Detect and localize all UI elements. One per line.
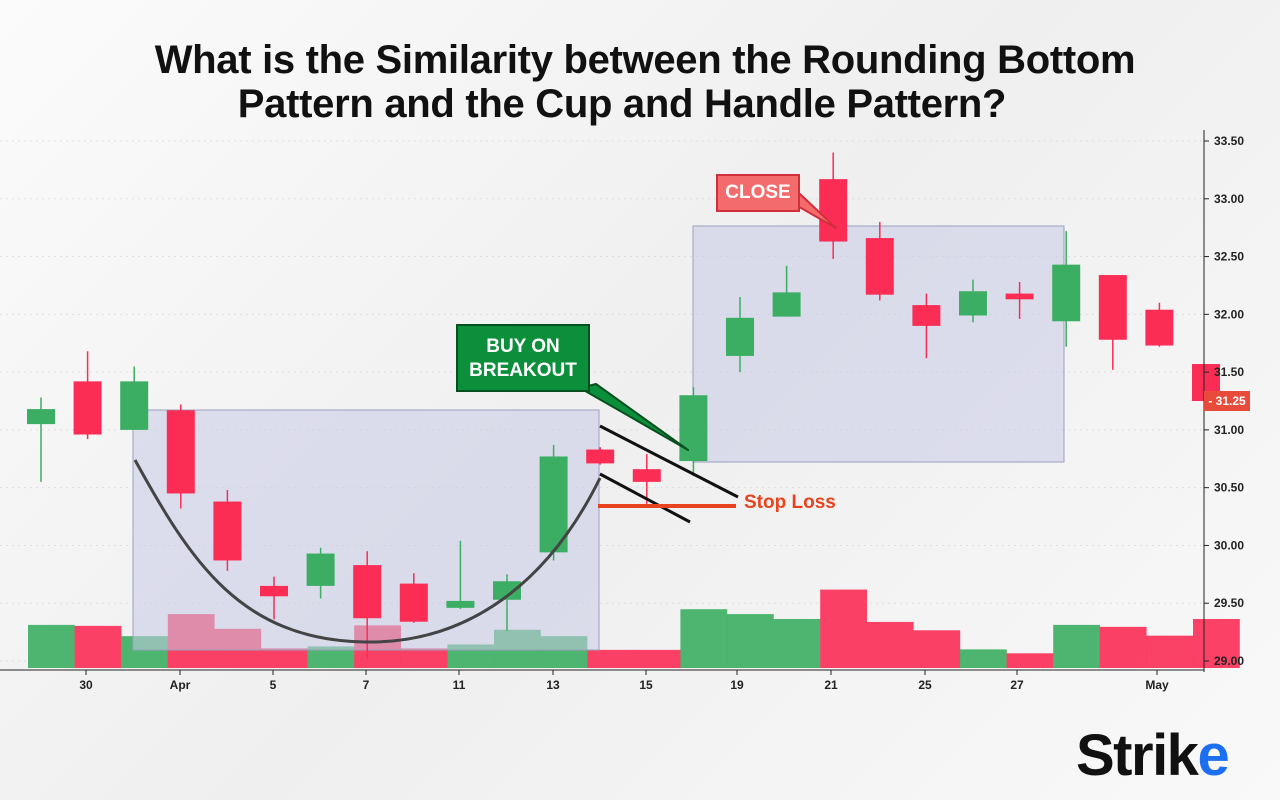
volume-bar — [960, 649, 1007, 668]
close-callout: CLOSE — [716, 174, 800, 212]
volume-bar — [587, 649, 634, 668]
y-axis-ticks: 33.50 33.00 32.50 32.00 31.50 31.00 30.50 30.00… — [1204, 134, 1244, 668]
y-tick-label: 32.00 — [1214, 307, 1244, 321]
candle-body — [260, 585, 288, 597]
candle-body — [213, 501, 242, 561]
buy-callout-line-2: BREAKOUT — [469, 360, 577, 381]
candle-body — [166, 410, 195, 494]
x-tick-label: 13 — [546, 678, 560, 692]
candle-body — [306, 553, 335, 586]
candle-body — [632, 469, 661, 482]
volume-bar — [773, 619, 821, 668]
volume-bar — [727, 614, 774, 668]
title-line-1: What is the Similarity between the Round… — [154, 38, 1136, 82]
y-tick-label: 31.50 — [1214, 365, 1244, 379]
candle-body — [1052, 264, 1081, 322]
rounding-bottom-curve — [133, 459, 602, 644]
volume-bar — [913, 630, 961, 668]
volume-bar — [1053, 624, 1100, 668]
candle-body — [446, 600, 475, 608]
volume-bar — [680, 609, 728, 668]
volume-bar — [820, 589, 867, 668]
x-tick-label: 15 — [639, 678, 653, 692]
candle-body — [726, 317, 754, 356]
buy-on-breakout-callout: BUY ON BREAKOUT — [456, 324, 590, 392]
candle-body — [73, 381, 102, 435]
volume-bar — [261, 648, 308, 668]
y-tick-label: 33.00 — [1214, 192, 1244, 206]
candle-body — [679, 395, 708, 462]
y-tick-label: 32.50 — [1214, 250, 1244, 264]
volume-bar — [1006, 653, 1054, 668]
volume-bar — [1193, 619, 1240, 668]
volume-bar — [1146, 635, 1194, 668]
y-tick-label: 29.50 — [1214, 596, 1244, 610]
candle-body — [1005, 293, 1034, 300]
candle-body — [539, 456, 568, 553]
strike-logo: Strike — [1076, 722, 1230, 789]
handle-lower-line — [599, 472, 691, 524]
x-tick-label: 7 — [363, 678, 370, 692]
candle-body — [353, 565, 382, 619]
stop-loss-label: Stop Loss — [744, 492, 836, 513]
candle-body — [493, 581, 521, 600]
volume-bar — [28, 624, 75, 668]
y-tick-label: 29.00 — [1214, 654, 1244, 668]
candle-body — [120, 381, 149, 430]
x-tick-label: 27 — [1010, 678, 1024, 692]
candle-body — [1098, 275, 1127, 340]
logo-text: Strik — [1076, 723, 1199, 788]
volume-bar — [866, 621, 914, 668]
candle-body — [586, 449, 615, 464]
candle-body — [399, 583, 428, 622]
candle-body — [819, 179, 848, 242]
candle-body — [865, 238, 894, 295]
y-tick-label: 30.50 — [1214, 481, 1244, 495]
last-price-badge: - 31.25 — [1204, 391, 1250, 411]
x-tick-label: May — [1145, 678, 1169, 692]
x-tick-label: 25 — [918, 678, 932, 692]
candles — [27, 152, 1220, 659]
x-axis-ticks: 30 Apr 5 7 11 13 15 19 21 25 27 May — [79, 670, 1169, 692]
logo-accent-letter: e — [1197, 723, 1229, 788]
volume-bar — [1099, 626, 1147, 668]
candle-body — [27, 409, 55, 425]
candle-body — [912, 305, 941, 326]
y-tick-label: 30.00 — [1214, 538, 1244, 552]
x-tick-label: Apr — [170, 678, 191, 692]
volume-bar — [307, 646, 355, 668]
x-tick-label: 5 — [270, 678, 277, 692]
volume-bar — [400, 648, 448, 668]
y-tick-label: 33.50 — [1214, 134, 1244, 148]
candle-body — [959, 291, 987, 316]
candle-body — [772, 292, 801, 317]
x-tick-label: 21 — [824, 678, 838, 692]
candle-body — [1145, 309, 1174, 346]
handle-upper-line — [599, 424, 739, 499]
title-line-2: Pattern and the Cup and Handle Pattern? — [237, 82, 1007, 126]
x-tick-label: 30 — [79, 678, 93, 692]
volume-bar — [74, 625, 122, 668]
buy-callout-line-1: BUY ON — [486, 336, 560, 357]
x-tick-label: 19 — [730, 678, 744, 692]
y-tick-label: 31.00 — [1214, 423, 1244, 437]
x-tick-label: 11 — [453, 678, 466, 692]
volume-bar — [633, 649, 681, 668]
